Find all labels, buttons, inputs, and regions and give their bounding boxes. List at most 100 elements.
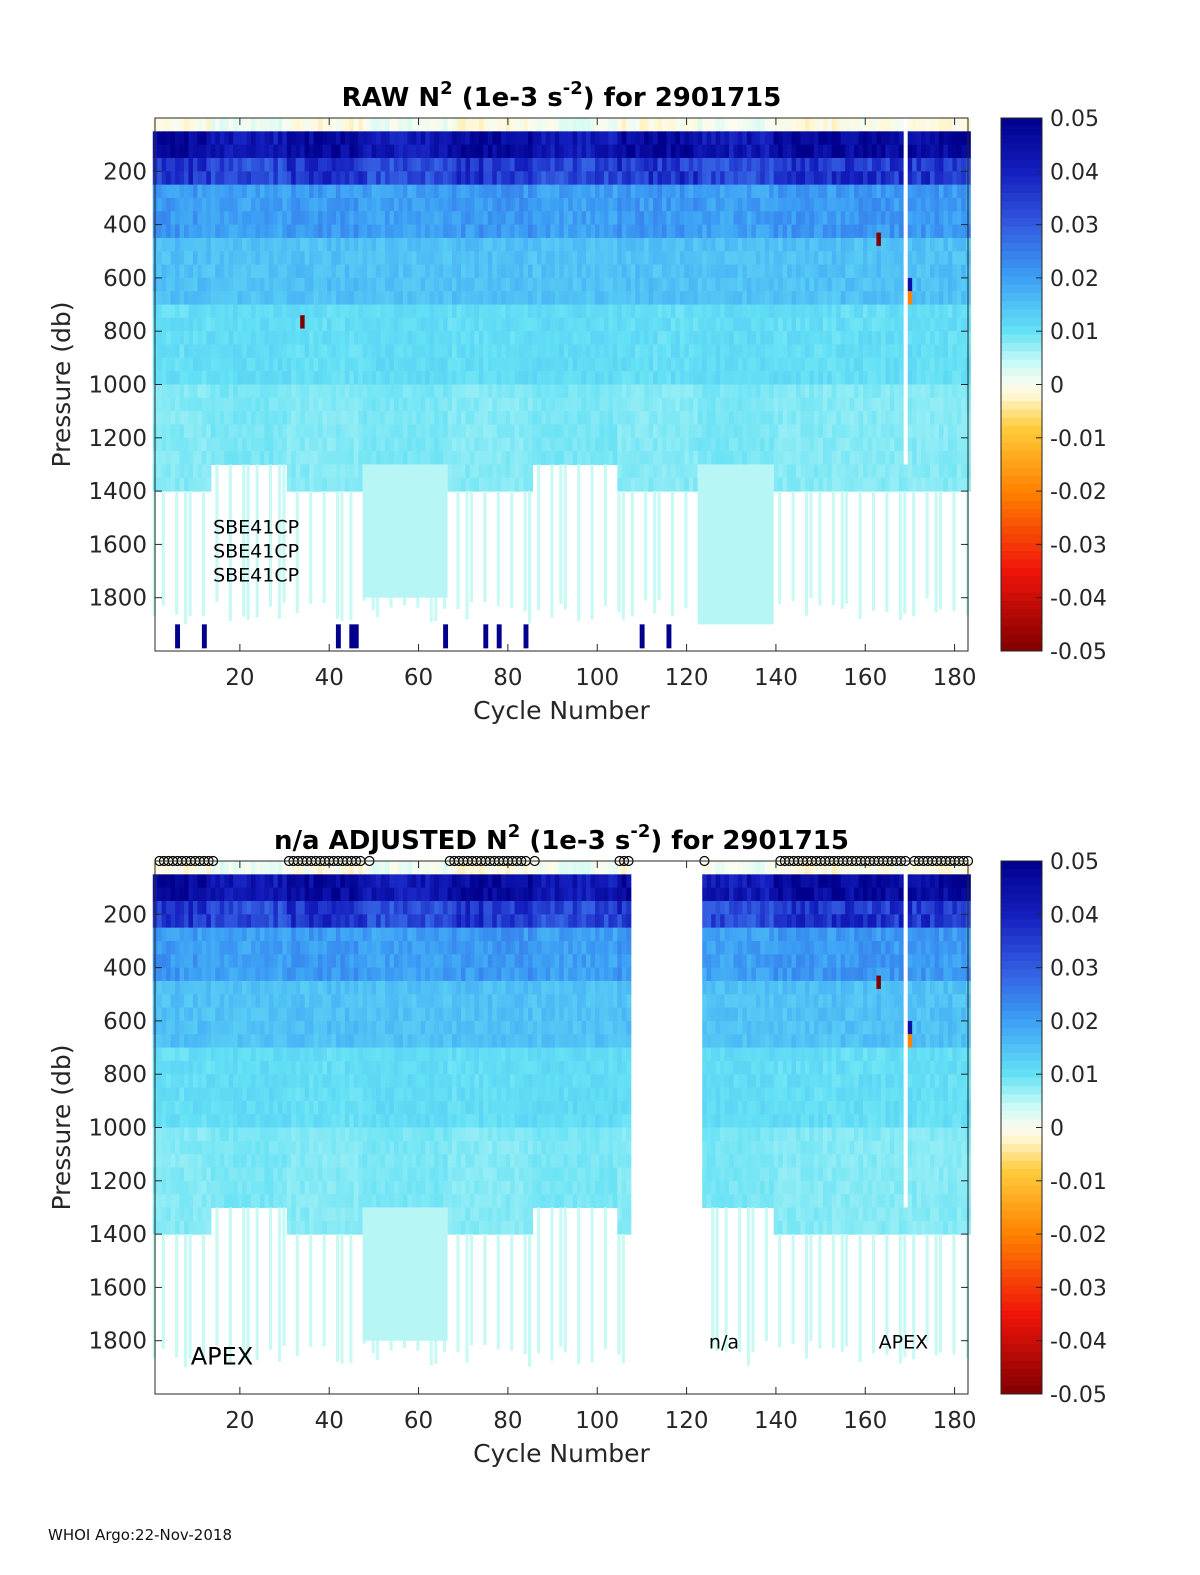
heatmap-cell: [697, 317, 703, 332]
heatmap-cell: [478, 464, 484, 479]
heatmap-cell: [532, 317, 538, 332]
heatmap-cell: [501, 357, 507, 372]
heatmap-cell: [568, 224, 574, 239]
heatmap-cell: [916, 331, 922, 346]
heatmap-cell: [438, 264, 444, 279]
heatmap-cell: [809, 357, 815, 372]
heatmap-cell: [277, 264, 283, 279]
heatmap-cell: [322, 304, 328, 319]
heatmap-cell: [764, 131, 770, 146]
heatmap-cell: [653, 371, 659, 386]
heatmap-cell: [179, 224, 185, 239]
heatmap-cell: [612, 131, 618, 146]
heatmap-cell: [291, 371, 297, 386]
heatmap-cell: [849, 317, 855, 332]
heatmap-cell: [206, 211, 212, 226]
heatmap-cell: [617, 464, 623, 479]
heatmap-cell: [228, 131, 234, 146]
heatmap-cell: [429, 424, 435, 439]
heatmap-cell: [501, 144, 507, 159]
heatmap-cell: [273, 437, 279, 452]
heatmap-cell: [273, 344, 279, 359]
heatmap-cell: [679, 357, 685, 372]
heatmap-cell: [161, 251, 167, 266]
heatmap-cell: [849, 331, 855, 346]
heatmap-cell: [563, 224, 569, 239]
heatmap-cell: [916, 411, 922, 426]
heatmap-cell: [304, 197, 310, 212]
heatmap-cell: [608, 131, 614, 146]
heatmap-cell: [340, 211, 346, 226]
heatmap-cell: [474, 197, 480, 212]
heatmap-cell: [166, 437, 172, 452]
heatmap-cell: [804, 118, 811, 132]
heatmap-cell: [773, 424, 779, 439]
heatmap-cell: [541, 251, 547, 266]
heatmap-cell: [742, 411, 748, 426]
heatmap-deep-cell: [335, 491, 340, 619]
heatmap-cell: [733, 437, 739, 452]
heatmap-cell: [175, 477, 181, 492]
heatmap-cell: [259, 144, 266, 159]
heatmap-cell: [331, 211, 337, 226]
heatmap-cell: [286, 144, 292, 159]
heatmap-cell: [242, 251, 248, 266]
heatmap-cell: [956, 197, 962, 212]
heatmap-cell: [684, 437, 690, 452]
heatmap-cell: [460, 357, 467, 372]
heatmap-cell: [796, 197, 802, 212]
heatmap-deep-cell: [340, 491, 344, 621]
heatmap-cell: [787, 277, 793, 292]
heatmap-cell: [630, 131, 636, 146]
heatmap-cell: [608, 437, 614, 452]
heatmap-cell: [474, 397, 480, 412]
heatmap-cell: [907, 464, 913, 479]
heatmap-cell: [595, 264, 601, 279]
heatmap-cell: [393, 451, 400, 466]
heatmap-cell: [371, 157, 377, 172]
heatmap-cell: [715, 304, 721, 319]
heatmap-cell: [385, 118, 391, 132]
heatmap-cell: [858, 211, 864, 226]
heatmap-cell: [938, 304, 945, 319]
heatmap-cell: [898, 291, 904, 306]
heatmap-cell: [693, 157, 699, 172]
heatmap-cell: [487, 118, 493, 132]
heatmap-cell: [742, 344, 748, 359]
heatmap-cell: [720, 251, 726, 266]
heatmap-cell: [550, 171, 556, 186]
heatmap-cell: [572, 277, 578, 292]
heatmap-cell: [630, 424, 636, 439]
heatmap-cell: [947, 437, 953, 452]
heatmap-cell: [670, 197, 677, 212]
heatmap-cell: [286, 224, 292, 239]
heatmap-cell: [519, 291, 525, 306]
heatmap-cell: [581, 237, 587, 252]
heatmap-cell: [469, 397, 475, 412]
heatmap-cell: [353, 277, 359, 292]
heatmap-cell: [639, 424, 645, 439]
heatmap-cell: [452, 251, 458, 266]
heatmap-cell: [943, 211, 949, 226]
heatmap-cell: [322, 264, 328, 279]
heatmap-cell: [635, 197, 641, 212]
heatmap-cell: [836, 384, 842, 399]
heatmap-cell: [242, 184, 248, 199]
heatmap-cell: [693, 411, 699, 426]
heatmap-cell: [224, 424, 230, 439]
heatmap-cell: [501, 171, 507, 186]
heatmap-cell: [393, 304, 400, 319]
heatmap-cell: [157, 317, 163, 332]
heatmap-cell: [192, 451, 199, 466]
heatmap-cell: [764, 371, 770, 386]
heatmap-cell: [849, 197, 855, 212]
heatmap-cell: [912, 197, 918, 212]
heatmap-cell: [666, 291, 672, 306]
heatmap-cell: [947, 157, 953, 172]
heatmap-cell: [367, 304, 373, 319]
heatmap-cell: [326, 157, 333, 172]
heatmap-cell: [559, 357, 565, 372]
heatmap-cell: [742, 437, 748, 452]
heatmap-cell: [456, 437, 462, 452]
heatmap-cell: [885, 264, 891, 279]
